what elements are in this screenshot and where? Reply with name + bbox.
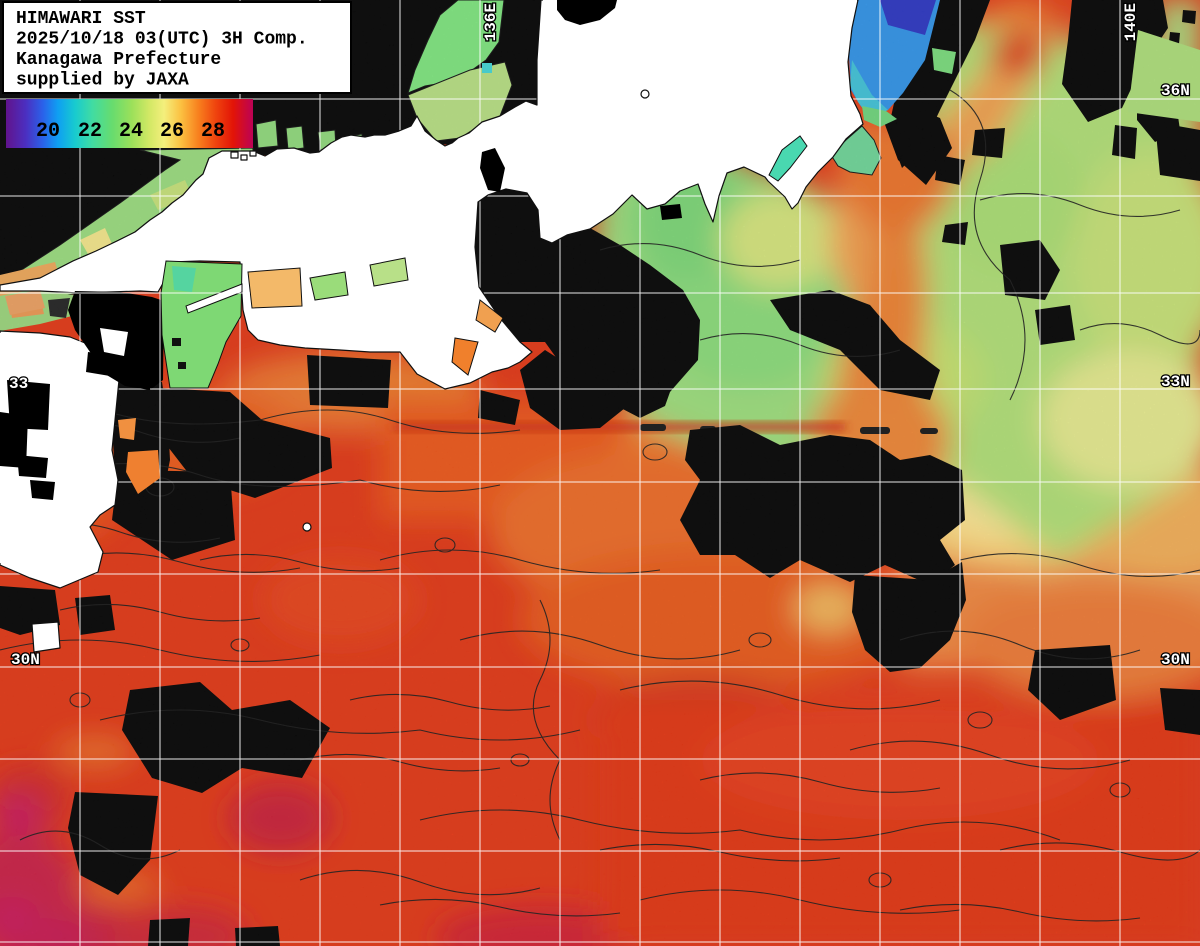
svg-text:2025/10/18 03(UTC) 3H Comp.: 2025/10/18 03(UTC) 3H Comp.	[16, 30, 308, 50]
svg-text:22: 22	[78, 120, 102, 143]
svg-text:supplied by JAXA: supplied by JAXA	[16, 71, 189, 91]
svg-text:26: 26	[160, 120, 184, 143]
svg-text:33N: 33N	[1161, 373, 1190, 391]
svg-text:30N: 30N	[1161, 651, 1190, 669]
svg-text:24: 24	[119, 120, 143, 143]
svg-text:20: 20	[36, 120, 60, 143]
svg-text:28: 28	[201, 120, 225, 143]
svg-text:140E: 140E	[1122, 3, 1140, 41]
svg-text:30N: 30N	[11, 651, 40, 669]
svg-text:136E: 136E	[482, 3, 500, 41]
svg-text:33: 33	[9, 375, 28, 393]
svg-text:Kanagawa Prefecture: Kanagawa Prefecture	[16, 50, 221, 70]
svg-text:HIMAWARI SST: HIMAWARI SST	[16, 9, 146, 29]
svg-text:36N: 36N	[1161, 82, 1190, 100]
